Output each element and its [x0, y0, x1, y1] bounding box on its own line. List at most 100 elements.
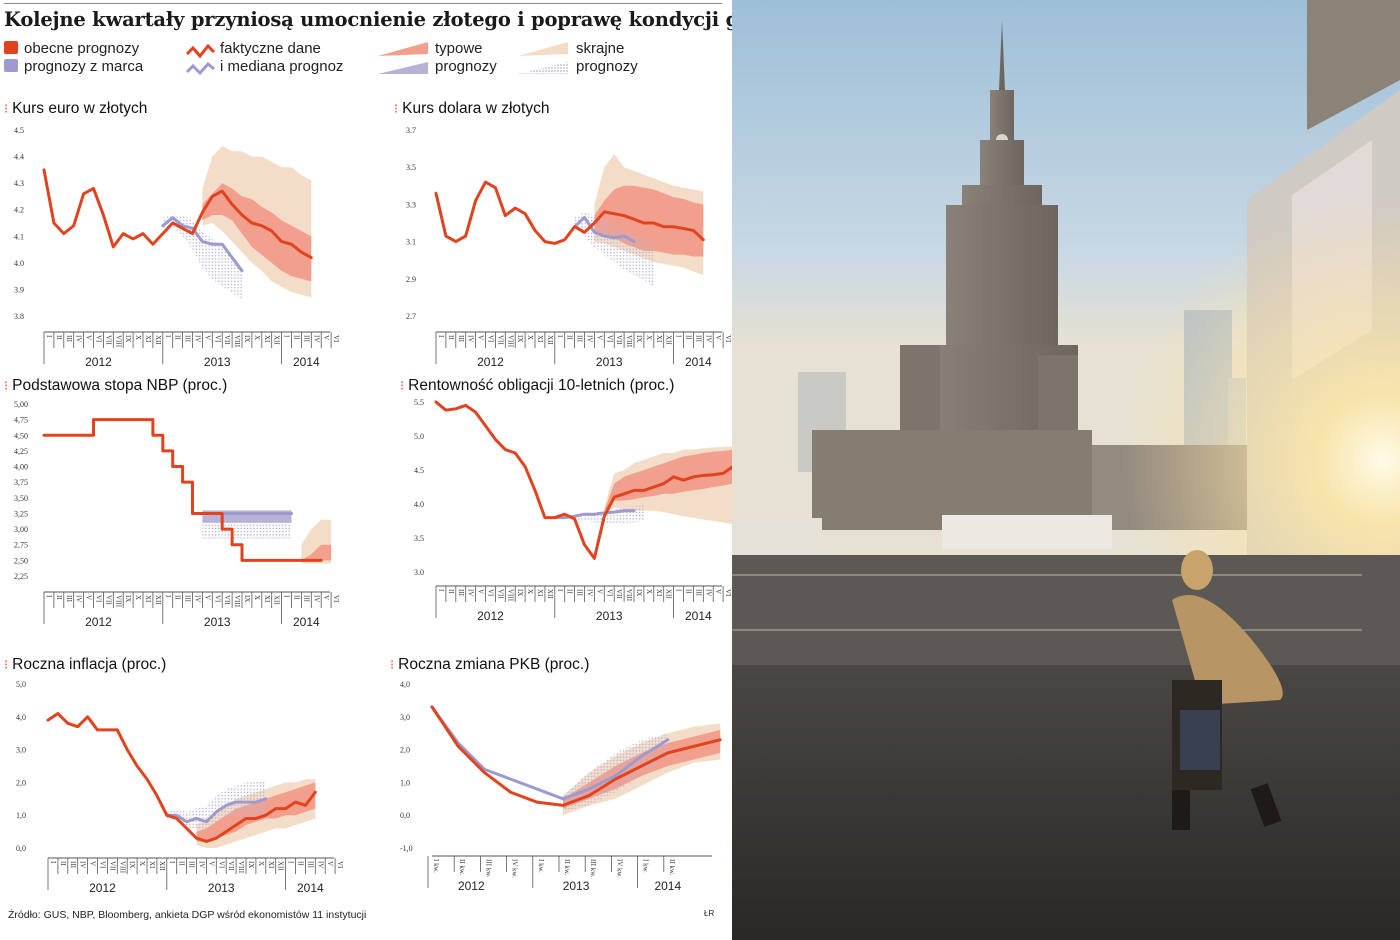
- source-note: Źródło: GUS, NBP, Bloomberg, ankieta DGP…: [8, 909, 367, 921]
- x-tick-label: IV: [194, 595, 202, 602]
- band-typical-forecasts: [301, 544, 332, 561]
- x-tick-label: VI: [95, 335, 103, 343]
- x-tick-label: IV kw.: [615, 859, 623, 878]
- y-tick-label: 3.5: [406, 163, 416, 172]
- x-tick-label: XI: [536, 335, 544, 343]
- x-tick-label: IV: [467, 335, 475, 342]
- chart-eur: 4.54.44.34.24.14.03.93.8I II III IV V VI VII VI…: [14, 126, 340, 369]
- x-tick-label: VI: [605, 335, 613, 343]
- x-tick-label: XI: [536, 589, 544, 597]
- legend-label-extreme-1: skrajne: [576, 40, 625, 57]
- x-tick-label: II: [297, 861, 305, 866]
- legend-label-current: obecne prognozy: [24, 40, 140, 57]
- series-actual: [434, 400, 735, 560]
- band-march-extreme-dots: [563, 733, 668, 812]
- year-label: 2012: [458, 879, 485, 893]
- year-label: 2013: [204, 355, 231, 369]
- x-tick-label: II: [174, 595, 182, 600]
- x-tick-label: I kw.: [432, 859, 440, 873]
- x-tick-label: VI: [99, 861, 107, 869]
- y-tick-label: 3,0: [16, 746, 26, 755]
- x-tick-label: I: [168, 861, 176, 864]
- legend-label-actual-2: i mediana prognoz: [220, 58, 344, 75]
- legend-typical-icon: [378, 42, 428, 74]
- x-tick-label: XII: [154, 595, 162, 605]
- band-typical-forecasts: [202, 183, 312, 282]
- x-tick-label: I: [437, 335, 445, 338]
- x-tick-label: III: [65, 335, 73, 343]
- x-tick-label: IV: [194, 335, 202, 342]
- x-tick-label: VIII: [506, 335, 514, 348]
- x-tick-label: XII: [154, 335, 162, 345]
- y-tick-label: 3.3: [406, 200, 416, 209]
- legend-group-1: obecne prognozy prognozy z marca: [24, 40, 143, 76]
- y-tick-label: 1,0: [400, 778, 410, 787]
- x-tick-label: XI: [267, 861, 275, 869]
- x-tick-label: II: [685, 335, 693, 340]
- x-tick-label: XI: [655, 335, 663, 343]
- x-tick-label: X: [645, 589, 653, 594]
- x-tick-label: XII: [273, 335, 281, 345]
- legend-label-typical-2: prognozy: [435, 58, 497, 75]
- y-tick-label: 3.9: [14, 285, 24, 294]
- y-tick-label: 3.5: [414, 534, 424, 543]
- x-tick-label: III: [306, 861, 314, 869]
- series-march-median: [573, 215, 636, 244]
- year-label: 2012: [89, 881, 116, 895]
- barrier-fence: [732, 574, 1362, 631]
- y-tick-label: 2,0: [400, 746, 410, 755]
- x-tick-label: V: [207, 861, 215, 866]
- x-tick-label: IV kw.: [511, 859, 519, 878]
- x-tick-label: VIII: [237, 861, 245, 874]
- y-tick-label: 4,25: [14, 447, 28, 456]
- x-tick-label: II: [178, 861, 186, 866]
- panel-title-nbp-text: Podstawowa stopa NBP (proc.): [12, 377, 228, 394]
- y-tick-label: 4.5: [414, 466, 424, 475]
- x-tick-label: V: [85, 595, 93, 600]
- x-tick-label: V: [85, 335, 93, 340]
- photo-palace-of-culture: [732, 0, 1400, 940]
- x-tick-label: III: [694, 335, 702, 343]
- x-tick-label: VII: [496, 589, 504, 599]
- woman-walking: [1172, 550, 1283, 830]
- year-label: 2012: [477, 355, 504, 369]
- x-tick-label: VI: [487, 335, 495, 343]
- x-tick-label: IV: [704, 335, 712, 342]
- y-tick-label: 2,50: [14, 556, 28, 565]
- x-tick-label: II: [566, 589, 574, 594]
- panel-title-usd-text: Kurs dolara w złotych: [402, 100, 550, 117]
- x-tick-label: III: [576, 589, 584, 597]
- x-tick-label: I: [287, 861, 295, 864]
- x-tick-label: I: [283, 595, 291, 598]
- y-tick-label: 2,75: [14, 541, 28, 550]
- legend-swatch-current: [4, 41, 18, 54]
- y-tick-label: 4.2: [14, 206, 24, 215]
- x-tick-label: I: [45, 335, 53, 338]
- x-tick-label: IV: [586, 589, 594, 596]
- x-tick-label: V: [203, 595, 211, 600]
- y-tick-label: 5.5: [414, 398, 424, 407]
- x-tick-label: IV: [586, 335, 594, 342]
- y-tick-label: 3.7: [406, 126, 416, 135]
- x-tick-label: VIII: [118, 861, 126, 874]
- x-tick-label: III: [65, 595, 73, 603]
- band-march-extreme-dots: [166, 779, 266, 829]
- panel-title-gdp: ⁝ Roczna zmiana PKB (proc.): [390, 656, 590, 673]
- chart-gdp: 4,0 3,0 2,0 1,0 0,0 -1,0 I kw. II kw. III kw. IV …: [400, 680, 722, 893]
- x-tick-label: VI: [95, 595, 103, 603]
- panel-title-bonds: ⁝ Rentowność obligacji 10-letnich (proc.): [400, 377, 675, 394]
- pavement: [732, 665, 1400, 940]
- y-tick-label: 3,0: [400, 713, 410, 722]
- x-tick-label: VII: [615, 589, 623, 599]
- x-tick-label: X: [526, 335, 534, 340]
- year-label: 2012: [85, 615, 112, 629]
- x-tick-label: VII: [496, 335, 504, 345]
- x-tick-label: V: [714, 335, 722, 340]
- y-tick-label: 5.0: [414, 432, 424, 441]
- y-tick-label: -1,0: [400, 844, 413, 853]
- x-tick-label: X: [253, 335, 261, 340]
- x-tick-label: I: [283, 335, 291, 338]
- legend-line-median: [185, 61, 215, 76]
- x-tick-label: II kw.: [563, 859, 571, 876]
- x-tick-label: X: [138, 861, 146, 866]
